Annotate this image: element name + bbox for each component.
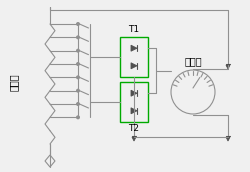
Polygon shape (132, 137, 136, 141)
Polygon shape (226, 137, 230, 141)
Text: T1: T1 (128, 25, 140, 34)
Polygon shape (131, 108, 137, 114)
Bar (120, 82, 148, 122)
Circle shape (77, 89, 79, 92)
Circle shape (77, 49, 79, 52)
Polygon shape (226, 65, 230, 69)
Polygon shape (131, 45, 137, 51)
Circle shape (77, 76, 79, 79)
Circle shape (77, 103, 79, 105)
Circle shape (77, 116, 79, 119)
Text: T2: T2 (128, 124, 140, 133)
Text: 路地絶: 路地絶 (9, 73, 19, 91)
Polygon shape (131, 63, 137, 69)
Bar (120, 37, 148, 77)
Text: 電動機: 電動機 (184, 56, 202, 66)
Circle shape (77, 63, 79, 65)
Polygon shape (131, 90, 137, 96)
Circle shape (77, 36, 79, 39)
Circle shape (77, 23, 79, 25)
